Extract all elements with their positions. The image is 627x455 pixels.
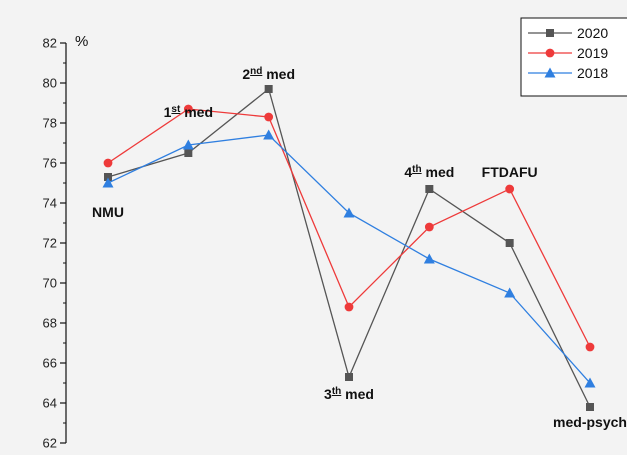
category-label-base: 3 xyxy=(324,386,332,402)
series-2020 xyxy=(104,85,594,411)
y-axis: 62 64 66 68 70 72 74 76 78 80 82% xyxy=(43,33,89,451)
category-label-suffix: med xyxy=(422,164,455,180)
data-point-square xyxy=(104,173,112,181)
y-axis-unit-label: % xyxy=(75,33,88,50)
y-tick-label: 68 xyxy=(43,316,57,331)
data-point-triangle xyxy=(423,253,435,264)
y-tick-label: 80 xyxy=(43,76,57,91)
y-tick-label: 78 xyxy=(43,116,57,131)
y-tick-label: 70 xyxy=(43,276,57,291)
category-label-suffix: med xyxy=(341,386,374,402)
data-point-square xyxy=(425,185,434,193)
y-tick-label: 74 xyxy=(43,196,57,211)
series-2019 xyxy=(103,104,595,352)
y-tick-label: 82 xyxy=(43,36,57,51)
legend-box xyxy=(520,17,627,97)
data-point-circle xyxy=(344,302,354,312)
category-label: 1st med xyxy=(164,104,213,120)
data-point-triangle xyxy=(504,287,516,298)
category-label: 4th med xyxy=(404,164,454,180)
data-point-circle xyxy=(264,112,274,122)
category-label: FTDAFU xyxy=(482,164,538,180)
data-point-square xyxy=(184,149,193,157)
category-label-superscript: th xyxy=(412,164,421,175)
category-label-base: med-psych xyxy=(553,414,627,430)
category-label-suffix: med xyxy=(262,66,295,82)
data-point-circle xyxy=(103,158,113,168)
data-point-circle xyxy=(585,342,595,352)
data-point-square xyxy=(345,373,353,381)
data-point-triangle xyxy=(584,377,596,388)
series-line-2020 xyxy=(107,87,591,408)
data-point-circle xyxy=(424,222,434,232)
y-tick-label: 66 xyxy=(43,356,57,371)
legend: 2020 2019 2018 xyxy=(520,17,627,97)
data-point-square xyxy=(505,239,514,247)
data-point-triangle xyxy=(343,207,355,218)
legend-marker-square xyxy=(546,29,554,37)
legend-marker-circle xyxy=(545,48,555,58)
category-label: NMU xyxy=(92,204,124,220)
category-label-superscript: st xyxy=(171,104,181,115)
data-point-circle xyxy=(183,104,193,114)
series-2018 xyxy=(102,129,596,388)
data-point-square xyxy=(586,403,594,411)
category-label-superscript: nd xyxy=(250,66,262,77)
category-label: med-psych xyxy=(553,414,627,430)
category-label-base: NMU xyxy=(92,204,124,220)
data-point-triangle xyxy=(182,139,194,150)
data-point-triangle xyxy=(102,177,114,188)
legend-label: 2020 xyxy=(577,25,608,41)
y-tick-label: 72 xyxy=(43,236,57,251)
category-label: 3th med xyxy=(324,386,374,402)
legend-label: 2018 xyxy=(577,65,608,81)
legend-marker-triangle xyxy=(544,67,556,78)
y-tick-label: 62 xyxy=(43,436,57,451)
category-label: 2nd med xyxy=(242,66,295,82)
category-label-base: FTDAFU xyxy=(482,164,538,180)
category-label-suffix: med xyxy=(180,104,213,120)
series-layer xyxy=(102,85,596,411)
data-point-triangle xyxy=(263,129,275,140)
data-point-circle xyxy=(505,184,515,194)
legend-label: 2019 xyxy=(577,45,608,61)
y-tick-label: 76 xyxy=(43,156,57,171)
category-label-base: 1 xyxy=(164,104,172,120)
data-point-square xyxy=(264,85,273,93)
category-label-superscript: th xyxy=(332,386,341,397)
category-label-base: 2 xyxy=(242,66,250,82)
category-label-base: 4 xyxy=(404,164,412,180)
y-tick-label: 64 xyxy=(43,396,57,411)
